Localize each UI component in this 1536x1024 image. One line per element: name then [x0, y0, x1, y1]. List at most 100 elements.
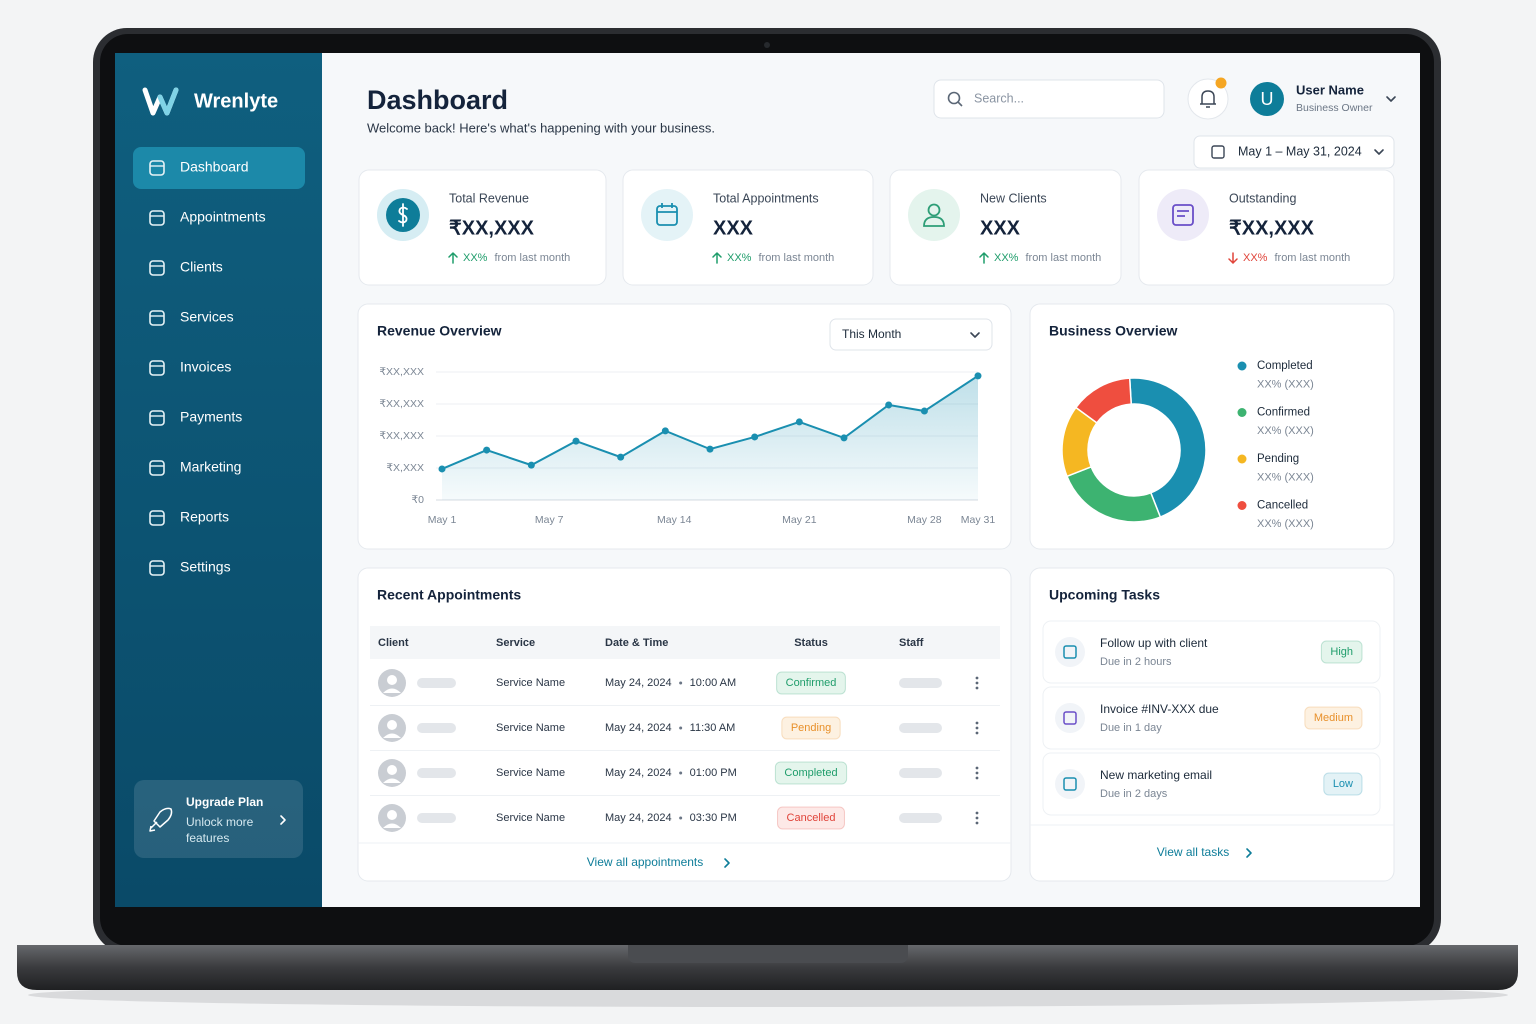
data-point — [920, 407, 928, 415]
nav-item[interactable]: Reports — [149, 509, 229, 526]
nav-item[interactable]: Clients — [149, 259, 223, 276]
trend-arrow — [712, 251, 722, 264]
row-menu[interactable] — [975, 676, 979, 690]
badge-bg — [776, 671, 846, 695]
nav-item[interactable]: Marketing — [149, 459, 241, 476]
nav-item[interactable]: Appointments — [149, 209, 266, 226]
logo-accent — [157, 87, 179, 116]
separator-dot — [679, 771, 683, 775]
task-title: Follow up with client — [1100, 636, 1208, 650]
nav-icon — [149, 560, 165, 576]
column-header: Service — [496, 637, 535, 649]
kpi-icon-detail — [923, 216, 945, 227]
client-name-placeholder — [417, 723, 456, 733]
client-name-placeholder — [417, 813, 456, 823]
search-box[interactable]: Search... — [933, 79, 1165, 119]
kpi-note: from last month — [494, 252, 570, 264]
nav-icon — [149, 460, 165, 476]
appointment-date: May 24, 2024 — [605, 767, 672, 779]
view-all-tasks[interactable]: View all tasks — [1157, 845, 1252, 859]
kpi-value: ₹XX,XXX — [449, 217, 535, 239]
legend-detail: XX% (XXX) — [1257, 378, 1314, 390]
task-icon-bg — [1055, 637, 1085, 667]
rocket-icon — [149, 807, 173, 832]
nav-icon — [149, 260, 165, 276]
x-tick-label: May 14 — [657, 514, 692, 526]
chevron-icon — [970, 332, 980, 338]
view-all-appointments[interactable]: View all appointments — [587, 855, 730, 869]
client-avatar-head — [387, 675, 397, 685]
data-point — [617, 453, 625, 461]
notifications[interactable] — [1187, 77, 1229, 120]
separator-dot — [679, 726, 683, 730]
row-menu[interactable] — [975, 811, 979, 825]
staff-placeholder — [899, 678, 942, 688]
period-dropdown[interactable]: This Month — [829, 318, 993, 351]
legend-swatch — [1237, 501, 1247, 510]
nav-item[interactable]: Dashboard — [133, 147, 305, 189]
chevron-icon — [280, 815, 286, 825]
client-avatar-body — [383, 733, 401, 738]
badge: High — [1320, 640, 1363, 664]
client-avatar-head — [387, 720, 397, 730]
kpi-icon-detail — [1177, 210, 1189, 217]
notification-dot — [1215, 77, 1227, 89]
row-menu[interactable] — [975, 721, 979, 735]
kpi-change: XX% — [1243, 252, 1268, 264]
nav-label: Reports — [180, 509, 229, 525]
menu-dot — [975, 811, 979, 815]
service-name: Service Name — [496, 812, 565, 824]
task-due: Due in 1 day — [1100, 722, 1162, 734]
menu-dot — [975, 766, 979, 770]
nav-label: Invoices — [180, 359, 231, 375]
date-range-picker[interactable]: May 1 – May 31, 2024 — [1193, 135, 1395, 169]
task-item[interactable]: New marketing email Due in 2 days — [1042, 752, 1381, 816]
page-title: Dashboard — [367, 85, 508, 115]
data-point — [572, 437, 580, 445]
user-menu[interactable]: U User Name Business Owner — [1250, 82, 1396, 116]
badge: Completed — [774, 761, 848, 785]
menu-dot — [975, 816, 979, 820]
nav-item[interactable]: Payments — [149, 409, 242, 426]
kpi-label: Total Appointments — [713, 191, 819, 205]
kpi-label: Total Revenue — [449, 191, 529, 205]
task-due: Due in 2 days — [1100, 788, 1168, 800]
brand-name: Wrenlyte — [194, 90, 278, 112]
badge: Cancelled — [777, 806, 845, 830]
nav-label: Marketing — [180, 459, 241, 475]
nav-item[interactable]: Services — [149, 309, 234, 326]
badge-bg — [777, 806, 845, 830]
kpi-change: XX% — [463, 252, 488, 264]
nav-item[interactable]: Settings — [149, 559, 231, 576]
kpi-note: from last month — [1025, 252, 1101, 264]
client-avatar-body — [383, 823, 401, 828]
nav-icon — [149, 360, 165, 376]
sidebar — [115, 53, 322, 907]
trend-arrow — [1228, 252, 1238, 265]
client-avatar-body — [383, 688, 401, 693]
column-header: Staff — [899, 637, 924, 649]
legend-swatch — [1237, 408, 1247, 417]
kpi-icon-detail — [657, 203, 677, 213]
appointment-date: May 24, 2024 — [605, 677, 672, 689]
menu-dot — [975, 776, 979, 780]
line-area — [442, 375, 978, 500]
row-menu[interactable] — [975, 766, 979, 780]
card — [1029, 303, 1395, 550]
kpi-label: Outstanding — [1229, 191, 1296, 205]
nav-item[interactable]: Invoices — [149, 359, 231, 376]
nav-label: Appointments — [180, 209, 266, 225]
appointment-time: 10:00 AM — [690, 677, 736, 689]
badge: Low — [1323, 772, 1363, 796]
upgrade-plan[interactable]: Upgrade Plan Unlock more features — [134, 780, 303, 858]
task-icon — [1063, 777, 1077, 791]
trend-arrow — [448, 251, 458, 264]
page-subtitle: Welcome back! Here's what's happening wi… — [367, 120, 715, 135]
legend-label: Completed — [1257, 360, 1313, 372]
task-item[interactable]: Follow up with client Due in 2 hours — [1042, 620, 1381, 684]
task-item[interactable]: Invoice #INV-XXX due Due in 1 day — [1042, 686, 1381, 750]
menu-dot — [975, 821, 979, 825]
badge-label: Medium — [1314, 712, 1353, 724]
service-name: Service Name — [496, 677, 565, 689]
